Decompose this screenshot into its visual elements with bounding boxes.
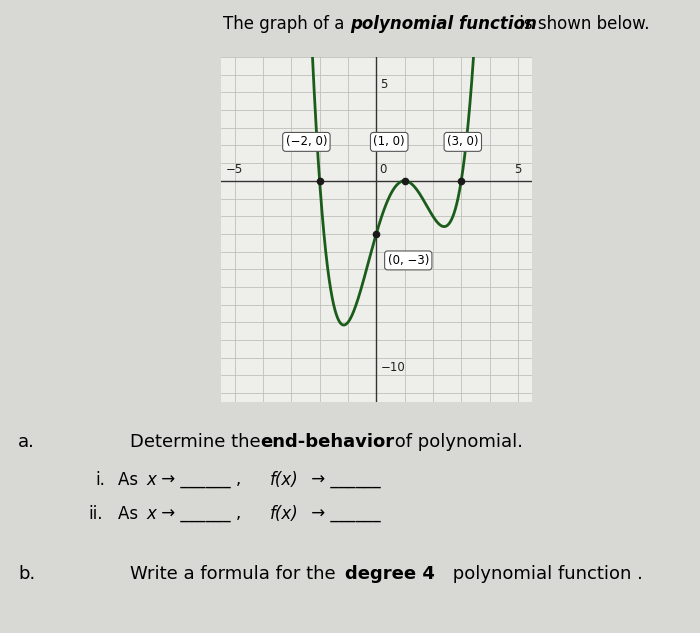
Text: x: x xyxy=(146,505,156,523)
Text: (3, 0): (3, 0) xyxy=(447,135,479,148)
Text: −10: −10 xyxy=(381,361,405,374)
Text: The graph of a: The graph of a xyxy=(223,15,350,33)
Text: As: As xyxy=(118,505,144,523)
Text: x: x xyxy=(146,471,156,489)
Text: (0, −3): (0, −3) xyxy=(388,254,429,267)
Text: → ______ ,: → ______ , xyxy=(156,471,241,489)
Text: → ______ ,: → ______ , xyxy=(156,505,241,523)
Text: (1, 0): (1, 0) xyxy=(373,135,405,148)
Text: of polynomial.: of polynomial. xyxy=(389,433,523,451)
Text: As: As xyxy=(118,471,144,489)
Text: b.: b. xyxy=(18,565,35,583)
Text: is shown below.: is shown below. xyxy=(514,15,650,33)
Text: i.: i. xyxy=(95,471,105,489)
Text: 5: 5 xyxy=(381,78,388,91)
Text: polynomial function .: polynomial function . xyxy=(447,565,643,583)
Text: f(x): f(x) xyxy=(270,505,299,523)
Text: (−2, 0): (−2, 0) xyxy=(286,135,327,148)
Text: Write a formula for the: Write a formula for the xyxy=(130,565,342,583)
Text: −5: −5 xyxy=(226,163,244,177)
Text: ii.: ii. xyxy=(88,505,102,523)
Text: → ______: → ______ xyxy=(306,505,381,523)
Text: 0: 0 xyxy=(379,163,387,177)
Text: → ______: → ______ xyxy=(306,471,381,489)
Text: Determine the: Determine the xyxy=(130,433,267,451)
Text: f(x): f(x) xyxy=(270,471,299,489)
Text: polynomial function: polynomial function xyxy=(350,15,537,33)
Text: a.: a. xyxy=(18,433,35,451)
Text: end-behavior: end-behavior xyxy=(260,433,394,451)
Text: degree 4: degree 4 xyxy=(345,565,435,583)
Text: 5: 5 xyxy=(514,163,522,177)
